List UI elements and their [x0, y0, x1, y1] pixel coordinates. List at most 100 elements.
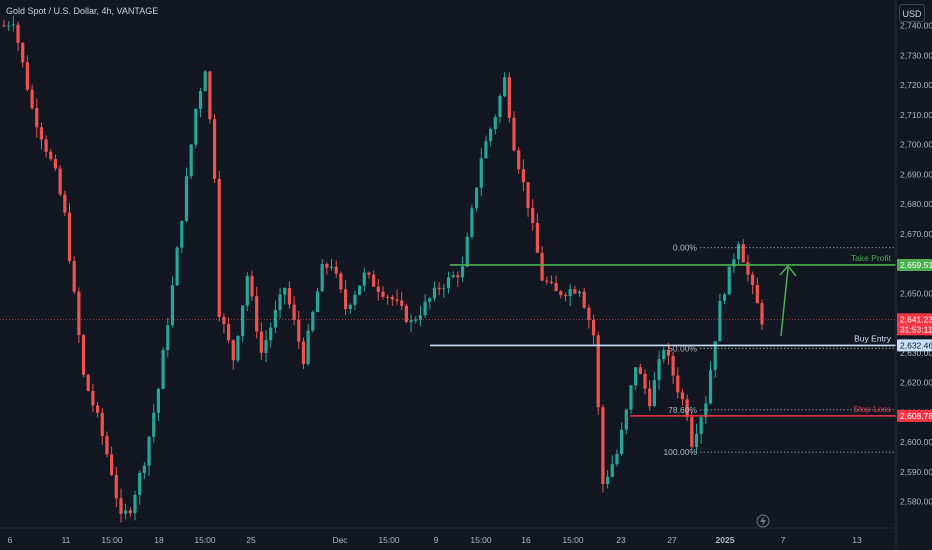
- level-name-label: Buy Entry: [854, 333, 892, 343]
- price-tick-label: 2,700.00: [900, 140, 932, 150]
- candle-body: [657, 359, 661, 381]
- candle-body: [105, 436, 109, 455]
- candle-body: [671, 355, 675, 376]
- candle-body: [629, 385, 633, 410]
- candle-body: [484, 141, 488, 159]
- candle-body: [652, 380, 656, 407]
- time-tick-label: 15:00: [378, 535, 400, 545]
- candle-body: [264, 340, 268, 353]
- candle-body: [329, 266, 334, 268]
- candle-body: [35, 108, 39, 128]
- candle-body: [582, 291, 586, 308]
- candle-body: [446, 277, 451, 289]
- level-price-tag: [897, 258, 932, 271]
- trade-levels: Take Profit Buy Entry Stop Loss: [0, 253, 896, 417]
- candle-body: [685, 399, 689, 418]
- candle-body: [587, 307, 591, 321]
- candle-body: [226, 324, 231, 341]
- price-tick-label: 2,600.00: [900, 437, 932, 447]
- candle-body: [16, 24, 20, 43]
- candle-body: [353, 294, 357, 305]
- candle-body: [315, 291, 320, 312]
- time-tick-label: 15:00: [101, 535, 123, 545]
- time-axis[interactable]: 6 11 15:00 18 15:00 25 Dec 15:00 9 15:00 16 15:00 23…: [8, 535, 862, 545]
- price-tick-label: 2,690.00: [900, 169, 932, 179]
- candle-body: [334, 266, 338, 274]
- candle-body: [198, 91, 203, 109]
- candle-body: [44, 139, 48, 152]
- lightning-icon[interactable]: [756, 514, 770, 528]
- fib-ratio-label: 100.00%: [663, 447, 697, 457]
- candle-body: [648, 388, 652, 407]
- candle-body: [760, 303, 764, 325]
- candle-body: [699, 417, 703, 435]
- level-price-text: 2,632.46: [900, 340, 932, 350]
- candle-body: [409, 320, 413, 322]
- candle-body: [2, 25, 6, 27]
- price-tick-label: 2,730.00: [900, 50, 932, 60]
- fibonacci-retracement: 0.00% 50.00% 78.60% 100.00%: [663, 243, 896, 457]
- level-name-label: Take Profit: [851, 253, 892, 263]
- candle-body: [737, 244, 741, 260]
- price-tick-label: 2,670.00: [900, 229, 932, 239]
- candle-body: [292, 304, 296, 321]
- candle-body: [208, 71, 212, 120]
- candle-body: [390, 297, 394, 300]
- candle-body: [638, 367, 642, 374]
- candle-body: [437, 287, 441, 290]
- candle-body: [521, 169, 525, 183]
- level-price-tag: [897, 409, 932, 422]
- candle-body: [231, 340, 235, 361]
- last-price-text: 2,641.23: [900, 314, 932, 324]
- candlestick-series: [2, 15, 764, 523]
- candle-body: [465, 236, 469, 267]
- candle-body: [25, 62, 29, 90]
- candle-body: [306, 330, 310, 365]
- price-tick-label: 2,580.00: [900, 497, 932, 507]
- candle-body: [601, 407, 605, 485]
- candle-body: [339, 273, 343, 290]
- candle-body: [152, 412, 156, 437]
- candle-body: [568, 289, 572, 297]
- candle-body: [72, 261, 76, 292]
- level-price-text: 2,659.51: [900, 260, 932, 270]
- level-price-tag: [897, 339, 932, 352]
- candle-body: [124, 510, 128, 514]
- candle-body: [605, 476, 610, 485]
- candle-body: [63, 194, 67, 213]
- candle-body: [722, 294, 727, 301]
- candle-body: [428, 298, 432, 302]
- candle-body: [7, 25, 11, 27]
- candle-body: [732, 259, 736, 267]
- candle-body: [456, 275, 460, 278]
- candle-body: [194, 108, 198, 145]
- price-tick-label: 2,710.00: [900, 110, 932, 120]
- candle-body: [30, 89, 34, 109]
- time-tick-label: 7: [781, 535, 786, 545]
- candle-body: [236, 335, 240, 361]
- candle-body: [624, 409, 628, 430]
- symbol-title[interactable]: Gold Spot / U.S. Dollar, 4h, VANTAGE: [6, 6, 159, 16]
- candle-body: [526, 182, 530, 208]
- candle-body: [643, 373, 647, 389]
- price-tick-label: 2,630.00: [900, 348, 932, 358]
- candle-body: [531, 207, 535, 223]
- candle-body: [278, 294, 282, 311]
- candle-body: [222, 316, 226, 325]
- time-tick-label: 6: [8, 535, 13, 545]
- time-tick-label: 27: [667, 535, 677, 545]
- candle-body: [418, 315, 423, 320]
- candle-body: [203, 71, 207, 92]
- candle-body: [507, 77, 511, 118]
- currency-button[interactable]: USD: [899, 4, 925, 22]
- candle-body: [559, 291, 563, 296]
- candle-body: [746, 262, 750, 275]
- time-tick-label: 16: [521, 535, 531, 545]
- candle-body: [690, 417, 694, 447]
- price-tick-label: 2,740.00: [900, 21, 932, 31]
- candle-body: [77, 291, 81, 336]
- fib-ratio-label: 78.60%: [668, 405, 697, 415]
- candle-body: [718, 300, 722, 342]
